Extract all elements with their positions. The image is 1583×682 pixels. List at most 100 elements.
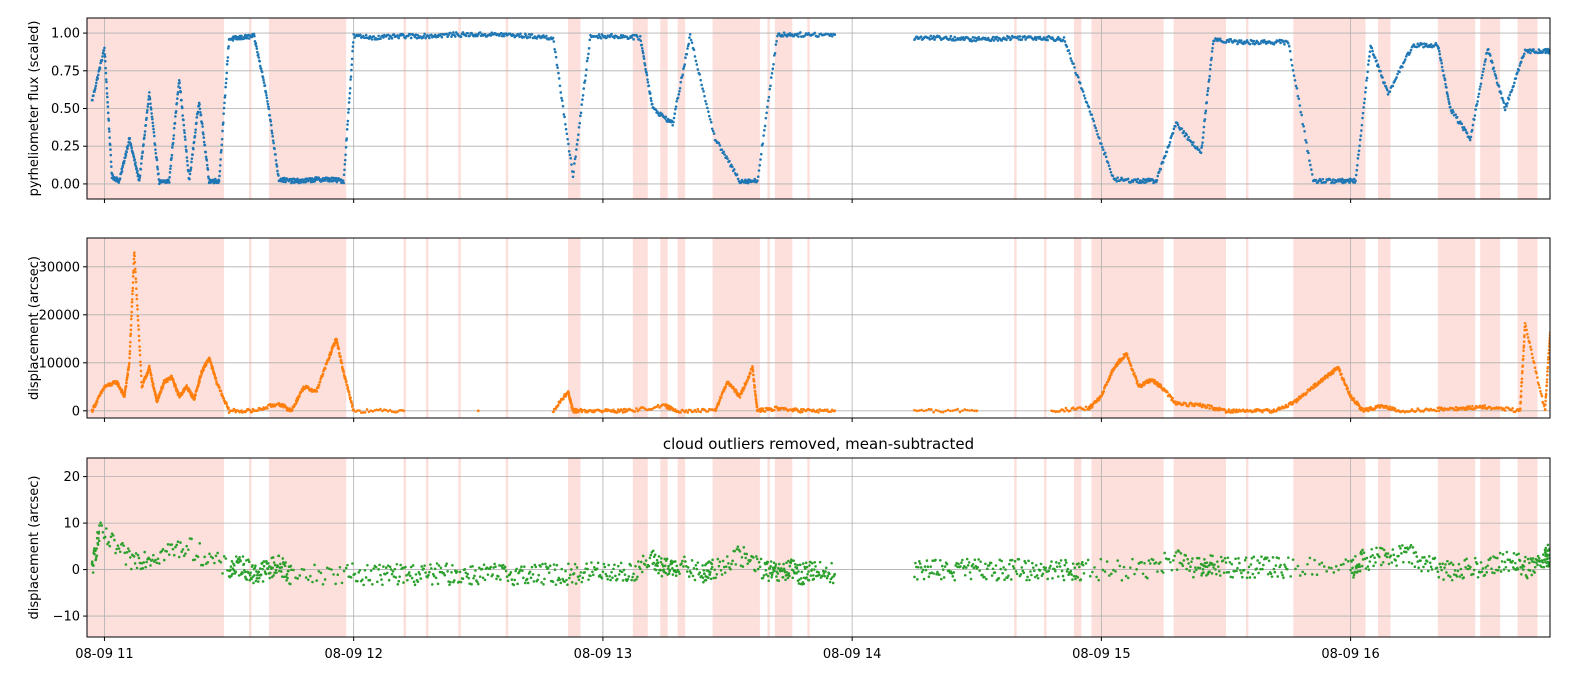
data-point [377,568,380,571]
data-point [592,566,596,569]
data-point [367,37,371,40]
data-point [99,521,102,525]
data-point [364,33,368,37]
data-point [602,562,606,566]
data-point [529,576,533,580]
data-point [663,564,667,568]
cloud-shade [1245,238,1249,418]
data-point [500,34,504,38]
data-point [101,55,104,58]
data-point [564,127,568,131]
data-point [1022,571,1026,574]
data-point [1208,74,1212,78]
data-point [1070,59,1073,63]
data-point [985,577,988,581]
data-point [762,134,765,137]
data-point [180,106,184,110]
data-point [943,565,947,568]
data-point [1440,61,1443,65]
data-point [387,578,391,582]
data-point [1259,41,1262,45]
data-point [1187,404,1190,408]
data-point [204,150,207,154]
data-point [136,318,140,322]
data-point [1552,334,1555,337]
data-point [1156,174,1160,178]
data-point [771,571,774,574]
data-point [379,573,382,577]
data-point [1438,52,1442,56]
data-point [708,118,712,121]
data-point [94,402,98,406]
data-point [182,123,186,127]
data-point [683,63,687,66]
data-point [103,535,107,539]
data-point [206,560,210,564]
data-point [445,562,448,566]
data-point [191,153,194,157]
data-point [1195,145,1199,149]
data-point [104,66,107,70]
data-point [568,153,572,157]
data-point [936,570,939,574]
data-point [715,572,719,576]
data-point [418,572,422,576]
data-point [664,571,668,575]
data-point [780,569,784,573]
data-point [321,372,325,376]
data-point [537,573,540,577]
data-point [267,105,270,108]
data-point [578,574,582,578]
data-point [963,573,967,577]
data-point [675,564,679,568]
data-point [939,410,943,414]
data-point [461,577,465,580]
data-point [616,564,620,568]
data-point [1518,64,1522,67]
data-point [407,571,411,574]
data-point [1510,408,1513,412]
data-point [1297,97,1301,101]
data-point [254,41,258,45]
data-point [274,568,278,572]
data-point [1499,92,1503,95]
data-point [1015,572,1019,576]
data-point [580,580,584,584]
data-point [805,576,808,579]
data-point [1352,177,1356,181]
data-point [364,576,368,579]
data-point [939,558,942,562]
data-point [953,578,957,582]
data-point [534,565,538,569]
data-point [1359,134,1363,138]
data-point [685,52,689,56]
data-point [428,570,431,574]
data-point [699,78,702,82]
data-point [134,552,138,555]
data-point [1542,402,1545,405]
data-point [935,572,938,576]
data-point [777,562,781,566]
data-point [641,51,645,55]
data-point [227,45,230,48]
data-point [731,165,734,169]
data-point [176,540,180,544]
data-point [916,565,920,569]
data-point [1045,36,1049,39]
data-point [811,561,814,565]
data-point [774,43,778,46]
data-point [503,565,507,569]
data-point [109,148,112,151]
data-point [923,565,927,568]
data-point [93,552,96,556]
data-point [273,147,276,151]
data-point [1087,105,1091,109]
data-point [97,539,101,543]
data-point [1488,405,1492,409]
data-point [601,570,605,574]
data-point [1386,93,1390,96]
data-point [264,91,268,94]
data-point [1103,151,1107,155]
data-point [702,569,706,572]
